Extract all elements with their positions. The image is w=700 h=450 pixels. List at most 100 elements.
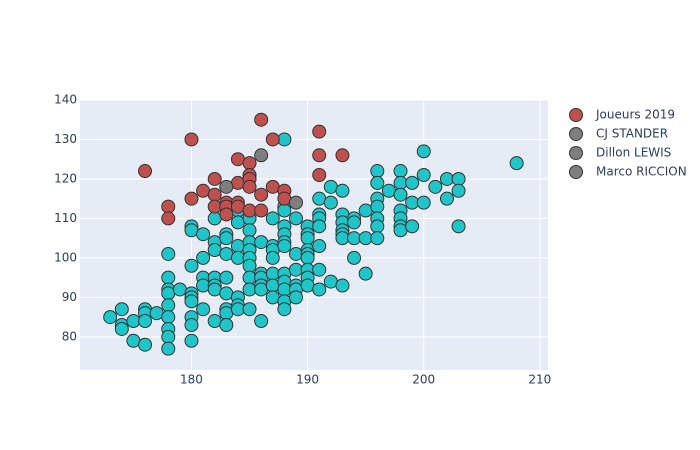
legend-marker[interactable] <box>569 108 583 122</box>
point <box>207 243 222 257</box>
point <box>312 168 327 182</box>
point <box>161 211 176 226</box>
legend-label[interactable]: Marco RICCION <box>596 165 687 179</box>
point <box>347 250 362 265</box>
point <box>428 179 443 194</box>
point <box>416 144 431 159</box>
point <box>289 211 303 226</box>
point <box>370 199 385 214</box>
point <box>265 266 280 281</box>
point <box>312 148 327 163</box>
point <box>289 262 303 277</box>
point <box>184 132 199 147</box>
point <box>114 321 129 336</box>
point <box>405 175 420 190</box>
point <box>289 246 303 261</box>
point <box>242 258 257 273</box>
y-tick-label: 90 <box>62 290 77 304</box>
point <box>358 231 373 246</box>
point <box>184 223 199 238</box>
point <box>254 187 269 202</box>
legend-marker[interactable] <box>569 146 583 160</box>
point <box>312 124 327 139</box>
point <box>161 246 176 261</box>
point <box>184 258 199 273</box>
point <box>289 290 303 305</box>
point <box>347 231 362 246</box>
legend-label[interactable]: Joueurs 2019 <box>595 108 675 122</box>
point <box>138 164 153 179</box>
point <box>149 306 164 321</box>
point <box>196 302 211 317</box>
point <box>323 274 338 289</box>
point <box>370 164 385 179</box>
point <box>114 302 129 317</box>
point <box>312 239 327 254</box>
point <box>207 211 222 226</box>
point <box>312 191 327 206</box>
point <box>138 314 153 329</box>
point <box>300 250 315 265</box>
legend-label[interactable]: Dillon LEWIS <box>596 146 671 160</box>
point <box>277 302 292 317</box>
point <box>184 333 199 348</box>
point <box>254 314 269 329</box>
point <box>161 286 176 301</box>
point <box>242 302 257 317</box>
x-tick-label: 210 <box>528 373 551 387</box>
point <box>439 191 454 206</box>
point <box>161 199 176 214</box>
point <box>254 112 269 127</box>
point <box>161 329 176 344</box>
point <box>230 152 245 167</box>
y-tick-label: 140 <box>54 93 77 107</box>
y-tick-label: 110 <box>54 211 77 225</box>
point <box>416 195 431 210</box>
point <box>312 219 327 234</box>
x-tick-label: 190 <box>296 373 319 387</box>
point <box>393 175 408 190</box>
point <box>277 203 292 218</box>
point <box>381 183 396 198</box>
point <box>451 183 466 198</box>
point <box>439 171 454 186</box>
point <box>312 262 327 277</box>
point <box>254 282 269 297</box>
point <box>103 310 118 325</box>
point <box>358 266 373 281</box>
point <box>126 333 141 348</box>
y-tick-label: 80 <box>62 329 77 343</box>
point <box>370 175 385 190</box>
y-tick-label: 120 <box>54 171 77 185</box>
point <box>277 239 292 254</box>
point <box>312 282 327 297</box>
point <box>393 187 408 202</box>
point <box>196 278 211 293</box>
point <box>289 195 303 210</box>
point <box>335 148 350 163</box>
point <box>126 314 141 329</box>
point <box>242 203 257 218</box>
point <box>161 298 176 313</box>
point <box>184 318 199 332</box>
legend-marker[interactable] <box>569 165 583 179</box>
legend-label[interactable]: CJ STANDER <box>596 127 668 141</box>
point <box>451 171 466 186</box>
point <box>323 179 338 194</box>
point <box>230 215 245 230</box>
point <box>230 239 245 254</box>
point <box>335 231 350 246</box>
point <box>207 199 222 214</box>
point <box>335 183 350 198</box>
x-tick-label: 180 <box>180 373 203 387</box>
legend-marker[interactable] <box>569 127 583 141</box>
point <box>242 156 257 171</box>
point <box>207 171 222 186</box>
point <box>300 278 315 293</box>
point <box>242 223 257 238</box>
y-tick-label: 100 <box>54 250 77 264</box>
point <box>358 203 373 218</box>
point <box>230 175 245 190</box>
point <box>300 231 315 246</box>
point <box>509 156 524 171</box>
